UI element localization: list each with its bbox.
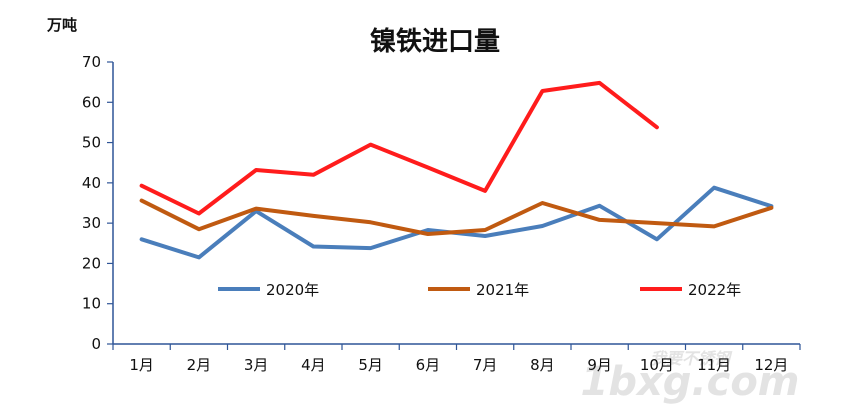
x-tick-label: 10月 bbox=[640, 356, 674, 374]
series-line-2021年 bbox=[139, 198, 774, 236]
x-tick-label: 2月 bbox=[187, 356, 212, 374]
x-tick-label: 7月 bbox=[473, 356, 498, 374]
x-tick-label: 12月 bbox=[754, 356, 788, 374]
legend-label: 2020年 bbox=[266, 281, 319, 299]
watermark-domain: 1bxg.com bbox=[581, 359, 800, 405]
y-tick-label: 10 bbox=[82, 295, 101, 313]
x-tick-label: 4月 bbox=[301, 356, 326, 374]
y-tick-label: 50 bbox=[82, 134, 101, 152]
x-tick-label: 6月 bbox=[416, 356, 441, 374]
y-tick-label: 20 bbox=[82, 254, 101, 272]
axes: 0 10 20 30 40 50 60 70 1月 2月 3月 4月 5月 6月 7月 8月 9月 10月 11月 1… bbox=[82, 53, 801, 374]
y-tick-label: 30 bbox=[82, 214, 101, 232]
x-tick-label: 3月 bbox=[244, 356, 269, 374]
y-tick-label: 60 bbox=[82, 93, 101, 111]
legend: 2020年 2021年 2022年 bbox=[218, 281, 741, 299]
legend-label: 2021年 bbox=[476, 281, 529, 299]
x-tick-label: 8月 bbox=[530, 356, 555, 374]
series-line-2022年 bbox=[139, 80, 659, 216]
watermark-text: 我要不锈钢 bbox=[650, 349, 733, 368]
series-layer bbox=[139, 80, 774, 260]
chart-title: 镍铁进口量 bbox=[370, 26, 500, 57]
y-tick-label: 40 bbox=[82, 174, 101, 192]
x-tick-label: 9月 bbox=[587, 356, 612, 374]
y-axis-unit: 万吨 bbox=[46, 16, 77, 34]
y-tick-label: 70 bbox=[82, 53, 101, 71]
x-tick-label: 1月 bbox=[129, 356, 154, 374]
y-tick-label: 0 bbox=[91, 335, 101, 353]
x-tick-label: 5月 bbox=[358, 356, 383, 374]
legend-label: 2022年 bbox=[688, 281, 741, 299]
x-tick-label: 11月 bbox=[697, 356, 731, 374]
